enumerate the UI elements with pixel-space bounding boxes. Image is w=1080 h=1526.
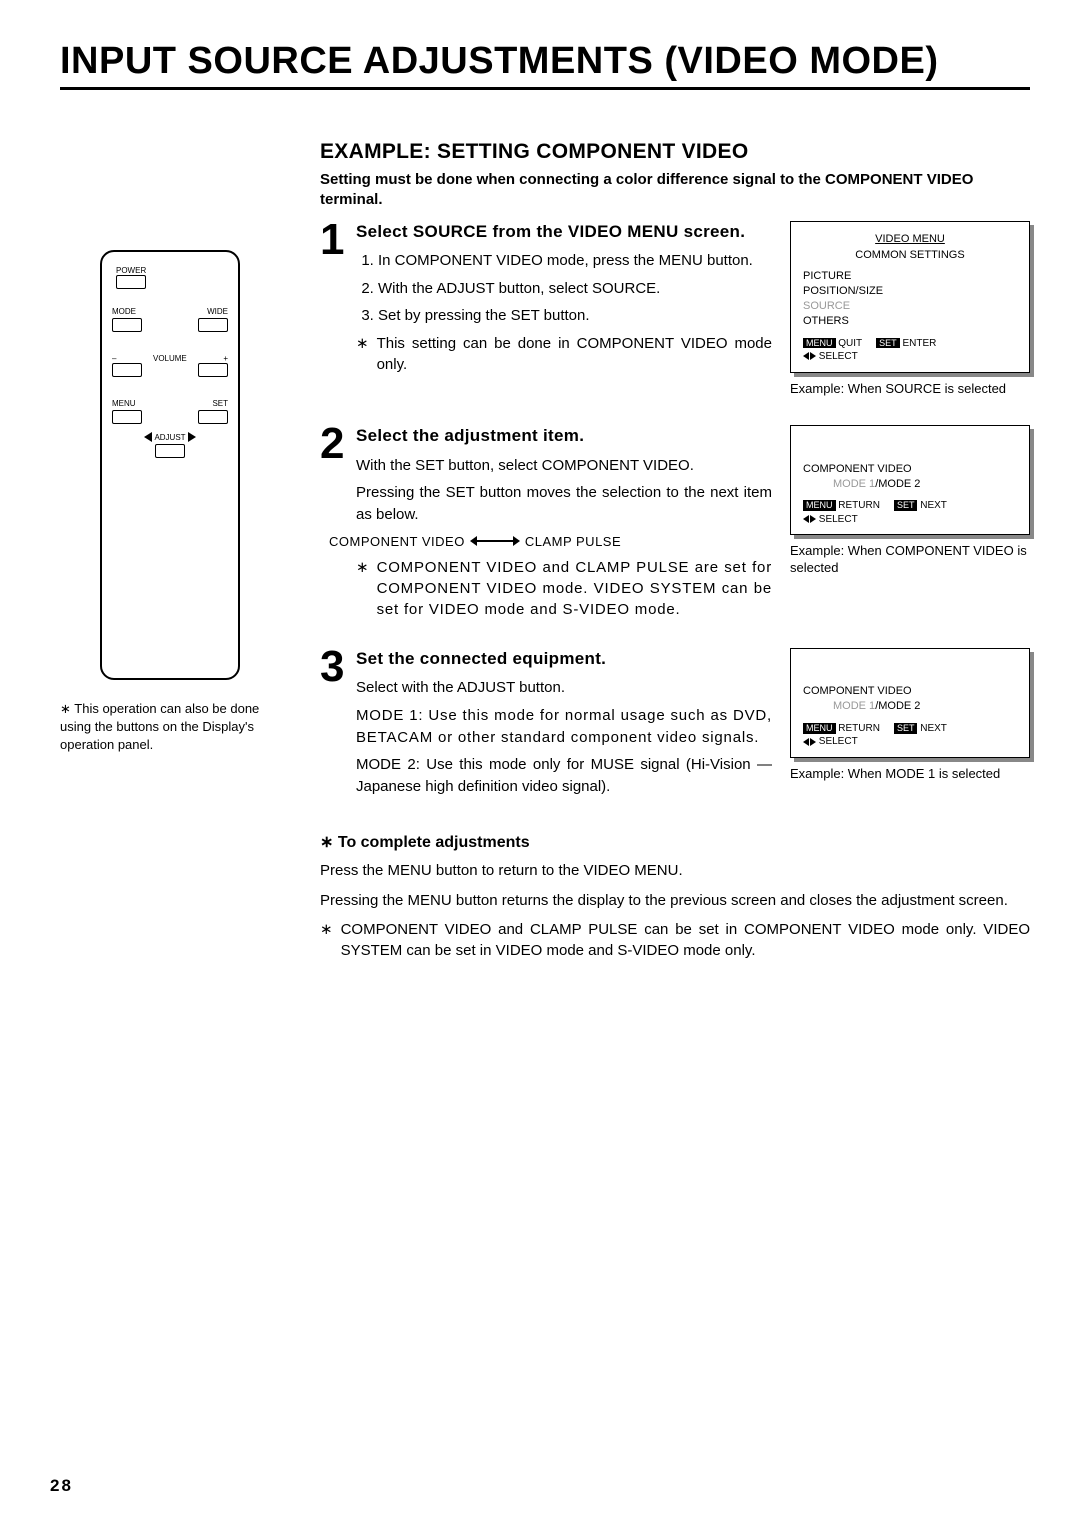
remote-diagram: POWER MODE WIDE – VOLUME + [100,250,240,680]
set-tag: SET [894,500,918,511]
osd-component-1: COMPONENT VIDEO MODE 1/MODE 2 MENU RETUR… [790,425,1030,535]
select-arrows-icon [803,515,816,523]
cycle-clamp: CLAMP PULSE [525,534,621,549]
osd1-enter: ENTER [902,338,936,349]
osd1-picture: PICTURE [803,269,1017,284]
step-3-heading: Set the connected equipment. [356,648,772,669]
set-tag: SET [894,723,918,734]
menu-tag: MENU [803,723,836,734]
step-1-li-3: Set by pressing the SET button. [378,305,772,327]
osd3-select: SELECT [819,736,858,747]
volume-label: VOLUME [116,354,223,363]
osd1-quit: QUIT [838,338,862,349]
osd2-mode2: /MODE 2 [875,478,920,490]
step-2-p2: Pressing the SET button moves the select… [356,482,772,526]
power-button [116,275,146,289]
osd2-select: SELECT [819,514,858,525]
page-title: INPUT SOURCE ADJUSTMENTS (VIDEO MODE) [60,40,1030,90]
osd2-caption: Example: When COMPONENT VIDEO is selecte… [790,543,1030,577]
mode-label: MODE [112,307,136,316]
osd1-caption: Example: When SOURCE is selected [790,381,1030,398]
step-1: 1 Select SOURCE from the VIDEO MENU scre… [320,221,1030,398]
vol-plus: + [223,354,228,363]
osd1-source: SOURCE [803,299,1017,314]
vol-down-button [112,363,142,377]
asterisk-icon: ∗ [320,919,333,961]
cycle-component: COMPONENT VIDEO [329,534,465,549]
osd3-caption: Example: When MODE 1 is selected [790,766,1030,783]
adjust-left-icon [144,432,152,442]
wide-button [198,318,228,332]
wide-label: WIDE [207,307,228,316]
select-arrows-icon [803,738,816,746]
complete-heading: ∗ To complete adjustments [320,832,1030,852]
osd-video-menu: VIDEO MENU COMMON SETTINGS PICTURE POSIT… [790,221,1030,373]
menu-tag: MENU [803,500,836,511]
osd3-return: RETURN [838,723,880,734]
adjust-label: ADJUST [154,433,185,442]
menu-button [112,410,142,424]
menu-label: MENU [112,399,136,408]
cycle-arrows-icon [470,536,520,546]
menu-tag: MENU [803,338,836,349]
osd-component-2: COMPONENT VIDEO MODE 1/MODE 2 MENU RETUR… [790,648,1030,758]
adjust-button [155,444,185,458]
complete-p2: Pressing the MENU button returns the dis… [320,890,1030,912]
step-2-heading: Select the adjustment item. [356,425,772,446]
adjust-right-icon [188,432,196,442]
cycle-diagram: COMPONENT VIDEO CLAMP PULSE [326,534,772,549]
osd3-mode2: /MODE 2 [875,700,920,712]
vol-up-button [198,363,228,377]
step-3: 3 Set the connected equipment. Select wi… [320,648,1030,804]
step-2-p1: With the SET button, select COMPONENT VI… [356,455,772,477]
osd3-line1: COMPONENT VIDEO [803,684,1017,699]
left-column: POWER MODE WIDE – VOLUME + [60,250,280,961]
osd2-line1: COMPONENT VIDEO [803,462,1017,477]
step-2-note: COMPONENT VIDEO and CLAMP PULSE are set … [377,557,772,620]
example-title: EXAMPLE: SETTING COMPONENT VIDEO [320,140,1030,164]
complete-section: ∗ To complete adjustments Press the MENU… [320,832,1030,962]
step-2-number: 2 [320,425,350,620]
select-arrows-icon [803,352,816,360]
set-tag: SET [876,338,900,349]
example-subtitle: Setting must be done when connecting a c… [320,170,1030,211]
osd1-title: VIDEO MENU [803,232,1017,247]
osd3-mode1: MODE 1 [833,700,875,712]
osd2-return: RETURN [838,500,880,511]
set-button [198,410,228,424]
step-1-number: 1 [320,221,350,398]
asterisk-icon: ∗ [356,557,369,620]
osd1-position: POSITION/SIZE [803,284,1017,299]
osd2-mode1: MODE 1 [833,478,875,490]
step-3-p1: Select with the ADJUST button. [356,677,772,699]
complete-note: COMPONENT VIDEO and CLAMP PULSE can be s… [341,919,1030,961]
step-3-p2: MODE 1: Use this mode for normal usage s… [356,705,772,749]
page-number: 28 [50,1476,73,1496]
complete-p1: Press the MENU button to return to the V… [320,860,1030,882]
step-2: 2 Select the adjustment item. With the S… [320,425,1030,620]
set-label: SET [212,399,228,408]
step-3-p3: MODE 2: Use this mode only for MUSE sign… [356,754,772,798]
step-1-heading: Select SOURCE from the VIDEO MENU screen… [356,221,772,242]
osd1-select: SELECT [819,351,858,362]
osd1-others: OTHERS [803,314,1017,329]
step-1-li-2: With the ADJUST button, select SOURCE. [378,278,772,300]
step-3-number: 3 [320,648,350,804]
mode-button [112,318,142,332]
osd2-next: NEXT [920,500,947,511]
asterisk-icon: ∗ [356,333,369,375]
step-1-li-1: In COMPONENT VIDEO mode, press the MENU … [378,250,772,272]
right-column: EXAMPLE: SETTING COMPONENT VIDEO Setting… [320,140,1030,961]
step-1-note: This setting can be done in COMPONENT VI… [377,333,772,375]
power-label: POWER [116,266,228,275]
remote-caption: ∗ This operation can also be done using … [60,700,280,755]
osd1-sub: COMMON SETTINGS [803,248,1017,263]
osd3-next: NEXT [920,723,947,734]
